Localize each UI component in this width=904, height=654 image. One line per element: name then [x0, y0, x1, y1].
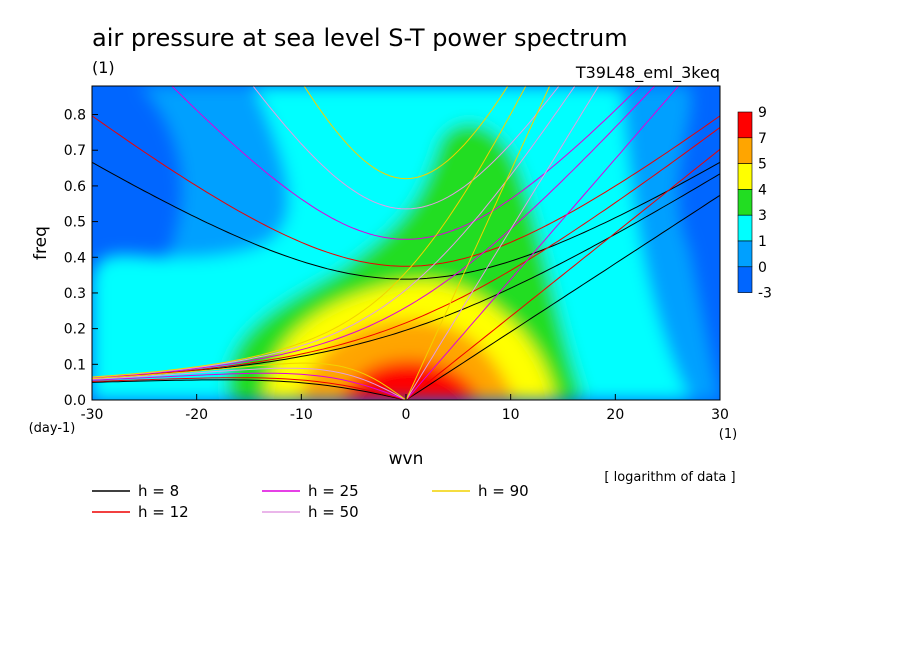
colorbar: 9 7 5 4 3 1 0 -3 — [737, 105, 772, 302]
dispersion-curve — [92, 367, 407, 400]
dispersion-curve — [92, 127, 720, 379]
x-tick-label: 20 — [606, 407, 624, 423]
data-note: [ logarithm of data ] — [604, 470, 735, 485]
y-tick-label: 0.1 — [64, 357, 86, 373]
field-band-9-to-7 — [340, 360, 480, 400]
plot-area — [92, 86, 720, 400]
legend-label: h = 50 — [308, 503, 359, 521]
y-tick-label: 0.3 — [64, 286, 86, 302]
x-axis: -30 -20 -10 0 10 20 30 — [81, 394, 729, 423]
colorbar-swatch — [737, 214, 753, 242]
dispersion-curve — [92, 86, 576, 378]
dispersion-curve — [92, 86, 527, 378]
dispersion-curve — [252, 86, 560, 210]
legend-label: h = 8 — [138, 482, 179, 500]
colorbar-swatch — [737, 163, 753, 190]
colorbar-swatch — [737, 137, 753, 164]
title-units: (1) — [92, 58, 115, 77]
legend-label: h = 25 — [308, 482, 359, 500]
y-axis-label: freq — [31, 226, 51, 260]
y-axis: 0.0 0.1 0.2 0.3 0.4 0.5 0.6 0.7 0.8 — [64, 108, 98, 409]
colorbar-label: 3 — [758, 208, 767, 224]
x-tick-label: 0 — [402, 407, 411, 423]
y-units-label: (day-1) — [29, 421, 76, 436]
dispersion-curves — [92, 86, 720, 400]
y-tick-label: 0.5 — [64, 215, 86, 231]
dispersion-curve — [405, 86, 551, 400]
dispersion-curve — [92, 115, 720, 267]
x-tick-label: 10 — [502, 407, 520, 423]
colorbar-swatch — [737, 240, 753, 268]
dispersion-curve — [405, 148, 720, 400]
y-tick-label: 0.4 — [64, 250, 86, 266]
y-tick-label: 0.2 — [64, 322, 86, 338]
x-tick-label: -10 — [290, 407, 313, 423]
y-tick-label: 0.8 — [64, 108, 86, 124]
chart-title: air pressure at sea level S-T power spec… — [92, 24, 628, 52]
colorbar-label: 0 — [758, 260, 767, 276]
dispersion-curve — [92, 362, 407, 400]
x-units-label: (1) — [719, 427, 737, 442]
colorbar-swatch — [737, 189, 753, 216]
x-tick-label: -30 — [81, 407, 104, 423]
dispersion-curve — [303, 86, 509, 180]
colorbar-label: 4 — [758, 182, 767, 198]
colorbar-swatch — [737, 111, 753, 139]
legend: h = 8 h = 12 h = 25 h = 50 h = 90 — [92, 482, 529, 521]
dispersion-curve — [405, 194, 720, 400]
dispersion-curve — [92, 379, 407, 400]
colorbar-swatch — [737, 266, 753, 293]
colorbar-label: 5 — [758, 157, 767, 173]
y-tick-label: 0.6 — [64, 179, 86, 195]
colorbar-label: 7 — [758, 131, 767, 147]
colorbar-label: -3 — [758, 286, 772, 302]
colorbar-label: 9 — [758, 105, 767, 121]
experiment-label: T39L48_eml_3keq — [575, 63, 720, 83]
y-tick-label: 0.7 — [64, 143, 86, 159]
x-axis-label: wvn — [389, 449, 424, 469]
legend-label: h = 12 — [138, 503, 189, 521]
legend-label: h = 90 — [478, 482, 529, 500]
dispersion-curve — [92, 377, 407, 400]
dispersion-curve — [405, 86, 600, 400]
dispersion-curve — [92, 372, 407, 400]
x-tick-label: 30 — [711, 407, 729, 423]
x-tick-label: -20 — [185, 407, 208, 423]
y-tick-label: 0.0 — [64, 393, 86, 409]
dispersion-curve — [405, 86, 680, 400]
colorbar-label: 1 — [758, 234, 767, 250]
dispersion-curve — [171, 86, 641, 240]
dispersion-curve — [92, 86, 656, 379]
dispersion-curve — [92, 161, 720, 280]
